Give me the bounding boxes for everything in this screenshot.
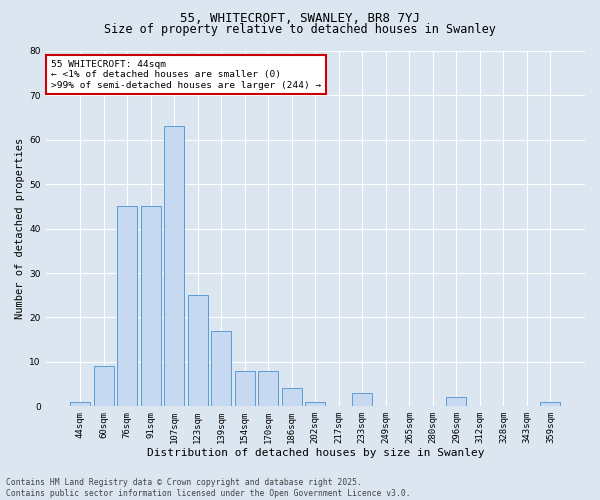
Bar	[188, 295, 208, 406]
Bar	[541, 402, 560, 406]
Text: Contains HM Land Registry data © Crown copyright and database right 2025.
Contai: Contains HM Land Registry data © Crown c…	[6, 478, 410, 498]
Bar	[117, 206, 137, 406]
Bar	[258, 370, 278, 406]
Bar	[164, 126, 184, 406]
Bar	[70, 402, 90, 406]
Text: 55 WHITECROFT: 44sqm
← <1% of detached houses are smaller (0)
>99% of semi-detac: 55 WHITECROFT: 44sqm ← <1% of detached h…	[51, 60, 321, 90]
Y-axis label: Number of detached properties: Number of detached properties	[15, 138, 25, 319]
Bar	[446, 398, 466, 406]
Bar	[282, 388, 302, 406]
Bar	[94, 366, 113, 406]
Bar	[140, 206, 161, 406]
X-axis label: Distribution of detached houses by size in Swanley: Distribution of detached houses by size …	[146, 448, 484, 458]
Bar	[352, 393, 373, 406]
Text: Size of property relative to detached houses in Swanley: Size of property relative to detached ho…	[104, 24, 496, 36]
Bar	[305, 402, 325, 406]
Text: 55, WHITECROFT, SWANLEY, BR8 7YJ: 55, WHITECROFT, SWANLEY, BR8 7YJ	[180, 12, 420, 26]
Bar	[235, 370, 254, 406]
Bar	[211, 330, 231, 406]
